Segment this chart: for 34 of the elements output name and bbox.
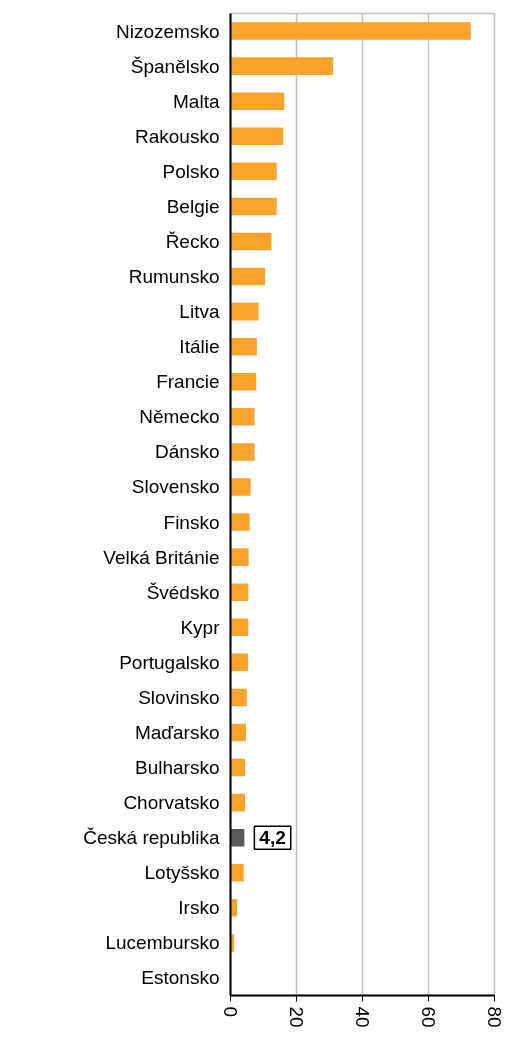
y-tick-label: Lotyšsko [144,862,220,884]
y-tick-label: Německo [139,406,220,428]
y-tick-label: Finsko [163,511,220,533]
y-tick-label: Česká republika [83,827,220,849]
y-tick-label: Belgie [166,195,220,217]
y-tick-label: Rumunsko [128,266,220,288]
y-tick-label: Maďarsko [134,721,220,743]
y-tick-label: Chorvatsko [123,792,220,814]
x-tick-label: 20 [286,1006,307,1028]
y-tick-label: Slovensko [131,476,220,498]
y-tick-label: Malta [173,90,220,112]
y-tick-label: Portugalsko [119,651,220,673]
y-tick-label: Kypr [180,616,221,638]
y-tick-label: Irsko [178,897,220,919]
y-tick-label: Velká Británie [103,546,220,568]
y-tick-label: Slovinsko [138,686,220,708]
y-tick-label: Řecko [165,230,220,252]
x-tick-label: 60 [418,1006,439,1028]
y-tick-label: Litva [179,301,220,323]
y-tick-label: Polsko [162,160,220,182]
data-label: 4,2 [259,827,286,849]
y-tick-label: Nizozemsko [116,20,220,42]
y-tick-label: Lucembursko [105,932,220,954]
y-tick-label: Itálie [179,336,220,358]
y-tick-label: Bulharsko [135,757,220,779]
y-tick-label: Rakousko [135,125,220,147]
x-tick-label: 40 [352,1006,373,1028]
y-tick-label: Švédsko [146,581,220,603]
x-tick-label: 0 [220,1006,241,1018]
y-tick-label: Estonsko [141,967,220,989]
x-tick-label: 80 [484,1006,505,1028]
y-tick-label: Dánsko [155,441,220,463]
y-tick-label: Francie [156,371,220,393]
y-tick-label: Španělsko [130,55,220,77]
